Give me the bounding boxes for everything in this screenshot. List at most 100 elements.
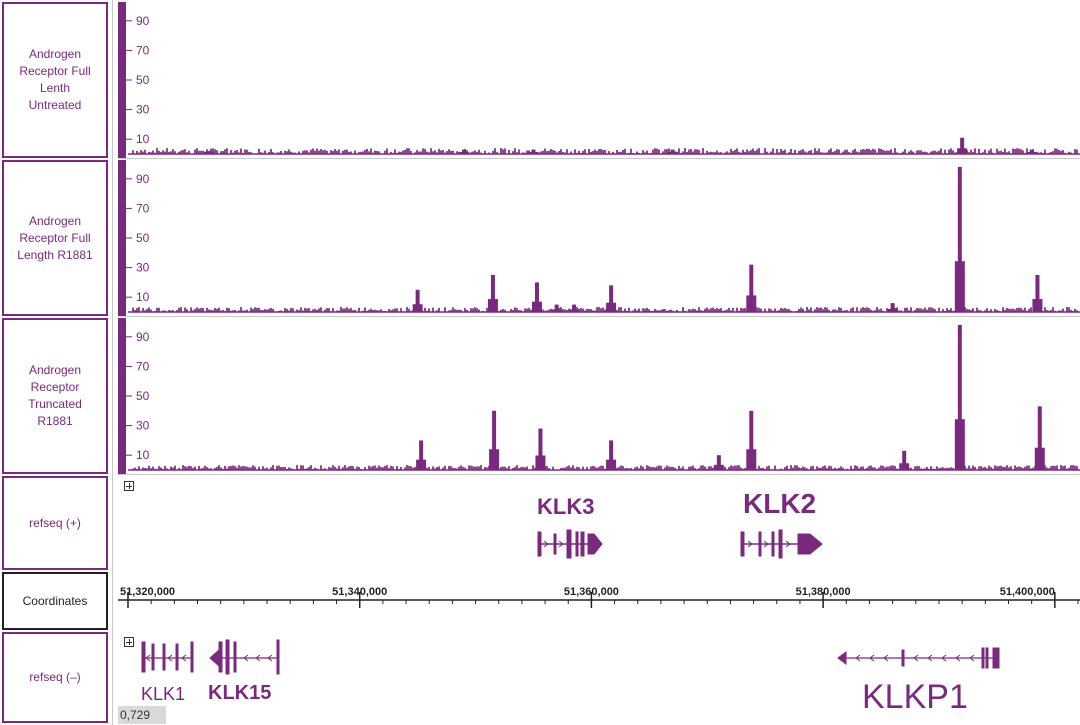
signal-peak[interactable] [606,285,617,312]
signal-noise-bar [798,150,800,154]
gene-model-klk3[interactable] [537,529,603,559]
signal-track-full-r1881[interactable]: 90 70 50 30 10 [118,160,1080,316]
signal-peak[interactable] [569,304,580,312]
signal-peak[interactable] [746,264,757,312]
gene-label-klk1[interactable]: KLK1 [141,684,186,704]
signal-noise-bar [298,310,300,312]
signal-peak[interactable] [1034,406,1045,470]
panel-divider[interactable] [112,0,113,725]
signal-noise-bar [598,307,600,312]
coordinates-ruler[interactable]: 51,320,000 51,340,000 51,360,000 51,380,000… [118,572,1080,630]
track-label-text: Coordinates [22,593,88,608]
signal-peak[interactable] [551,304,562,312]
signal-noise-bar [208,309,210,312]
signal-noise-bar [300,465,302,470]
track-separator [118,158,1080,159]
gene-label-klk2[interactable]: KLK2 [743,488,817,519]
gene-label-klk3[interactable]: KLK3 [537,494,595,519]
signal-peak[interactable] [535,428,546,470]
signal-noise-bar [406,465,408,470]
signal-noise-bar [778,310,780,312]
signal-noise-bar [742,308,744,312]
signal-noise-bar [904,149,906,154]
signal-peak[interactable] [458,149,469,154]
signal-peak[interactable] [899,450,910,470]
signal-peak[interactable] [887,303,898,312]
track-label-text: refseq (+) [29,515,81,530]
signal-noise-bar [380,467,382,470]
signal-peak[interactable] [606,440,617,470]
signal-noise-bar [446,151,448,154]
signal-noise-bar [798,308,800,312]
signal-noise-bar [332,151,334,154]
signal-noise-bar [688,309,690,312]
gene-label-klk15[interactable]: KLK15 [208,682,272,704]
signal-peak[interactable] [416,440,427,470]
signal-track-truncated-r1881[interactable]: 90 70 50 30 10 [118,318,1080,474]
signal-noise-bar [514,307,516,312]
signal-peak[interactable] [1026,149,1037,154]
signal-noise-bar [474,307,476,312]
signal-noise-bar [228,466,230,470]
track-label-refseq-minus[interactable]: refseq (–) [2,632,108,723]
signal-peak[interactable] [957,137,968,154]
signal-noise-bar [400,308,402,312]
signal-noise-bar [576,466,578,470]
expand-icon[interactable] [124,637,134,647]
signal-noise-bar [526,466,528,470]
signal-noise-bar [790,465,792,470]
signal-noise-bar [224,465,226,470]
signal-noise-bar [466,309,468,312]
signal-noise-bar [902,151,904,154]
gene-model-klkp1[interactable] [837,647,1000,669]
signal-noise-bar [852,150,854,154]
signal-noise-bar [224,149,226,154]
track-label-refseq-plus[interactable]: refseq (+) [2,476,108,570]
signal-noise-bar [1070,309,1072,312]
signal-noise-bar [990,309,992,312]
signal-noise-bar [558,150,560,154]
signal-peak[interactable] [954,166,965,312]
signal-noise-bar [708,309,710,312]
signal-noise-bar [702,148,704,154]
signal-noise-bar [386,148,388,154]
signal-peak[interactable] [667,149,678,154]
signal-noise-bar [1016,148,1018,154]
gene-label-klkp1[interactable]: KLKP1 [862,678,968,716]
signal-peak[interactable] [954,324,965,470]
signal-peak[interactable] [528,149,539,154]
gene-model-klk1[interactable] [141,641,194,673]
signal-peak[interactable] [487,275,498,312]
signal-peak[interactable] [746,410,757,470]
track-label-coordinates[interactable]: Coordinates [2,572,108,630]
track-label-untreated[interactable]: Androgen Receptor Full Lenth Untreated [2,2,108,158]
signal-noise-bar [816,150,818,154]
signal-peak[interactable] [531,282,542,312]
signal-peak[interactable] [713,455,724,470]
expand-icon[interactable] [124,481,134,491]
signal-peak[interactable] [1032,275,1043,312]
signal-noise-bar [408,308,410,312]
signal-peak[interactable] [412,289,423,312]
signal-noise-bar [1074,149,1076,154]
signal-noise-bar [142,151,144,154]
signal-noise-bar [320,465,322,470]
refseq-minus-gene-models[interactable] [118,632,1080,680]
track-label-full-r1881[interactable]: Androgen Receptor Full Length R1881 [2,160,108,316]
track-label-truncated-r1881[interactable]: Androgen Receptor Truncated R1881 [2,318,108,474]
gene-model-klk2[interactable] [740,529,823,559]
signal-noise-bar [438,466,440,470]
signal-noise-bar [636,151,638,154]
signal-peak[interactable] [489,410,500,470]
signal-peak[interactable] [204,151,215,154]
signal-noise-bar [520,467,522,470]
signal-noise-bar [956,151,958,154]
signal-noise-bar [502,466,504,470]
signal-noise-bar [314,150,316,154]
refseq-plus-gene-models[interactable] [118,520,1080,570]
signal-track-untreated[interactable]: 90 70 50 30 10 [118,2,1080,158]
signal-noise-bar [364,467,366,470]
signal-noise-bar [1060,310,1062,312]
signal-noise-bar [1030,307,1032,312]
gene-model-klk15[interactable] [209,639,280,675]
